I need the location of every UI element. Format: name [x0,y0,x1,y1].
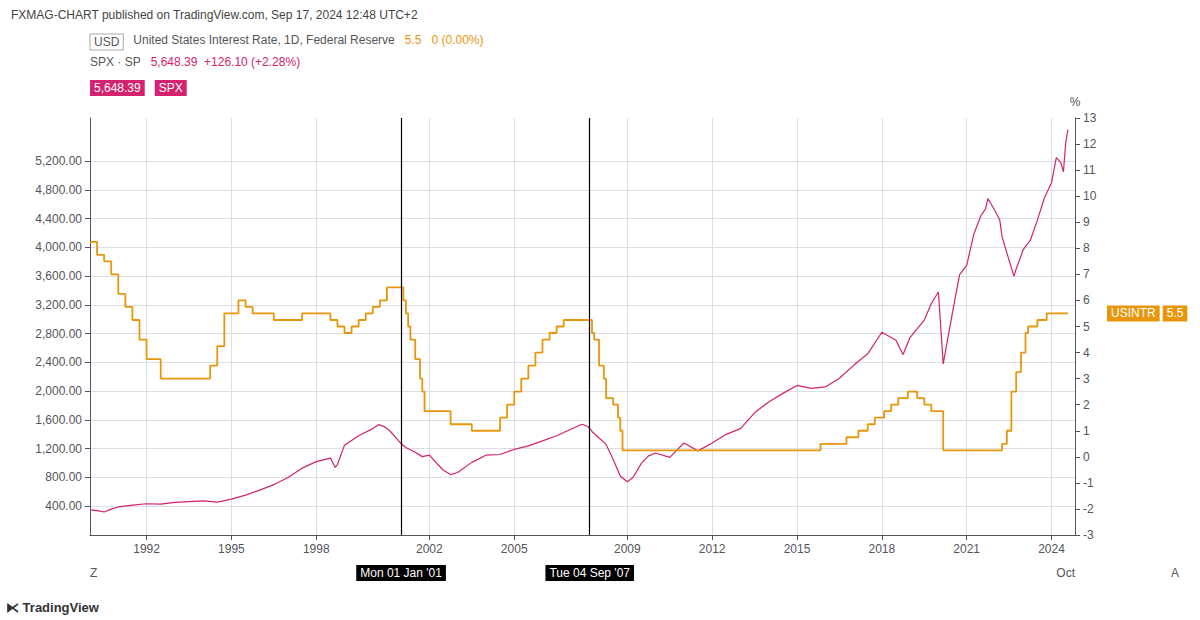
svg-text:2018: 2018 [868,542,895,556]
svg-text:800.00: 800.00 [45,470,82,484]
svg-text:2: 2 [1083,398,1090,412]
svg-text:2012: 2012 [699,542,726,556]
svg-text:3,600.00: 3,600.00 [35,269,82,283]
svg-text:Tue 04 Sep '07: Tue 04 Sep '07 [549,566,630,580]
svg-text:13: 13 [1083,111,1097,125]
svg-text:1,600.00: 1,600.00 [35,413,82,427]
svg-text:1992: 1992 [133,542,160,556]
svg-text:Mon 01 Jan '01: Mon 01 Jan '01 [360,566,442,580]
svg-text:2,400.00: 2,400.00 [35,355,82,369]
svg-text:1995: 1995 [218,542,245,556]
svg-text:United States Interest Rate, 1: United States Interest Rate, 1D, Federal… [133,33,395,47]
svg-text:4,400.00: 4,400.00 [35,212,82,226]
svg-text:-3: -3 [1083,528,1094,542]
svg-text:5,200.00: 5,200.00 [35,154,82,168]
svg-text:5,648.39 +126.10 (+2.28%): 5,648.39 +126.10 (+2.28%) [151,55,300,69]
svg-text:6: 6 [1083,293,1090,307]
svg-text:-1: -1 [1083,476,1094,490]
svg-text:Z: Z [90,566,97,580]
svg-text:2,000.00: 2,000.00 [35,384,82,398]
svg-text:A: A [1171,566,1179,580]
svg-text:1: 1 [1083,424,1090,438]
svg-text:4,000.00: 4,000.00 [35,240,82,254]
svg-text:3: 3 [1083,372,1090,386]
svg-text:2002: 2002 [416,542,443,556]
svg-text:2009: 2009 [614,542,641,556]
svg-text:400.00: 400.00 [45,499,82,513]
svg-text:2024: 2024 [1038,542,1065,556]
svg-text:2015: 2015 [784,542,811,556]
svg-text:0 (0.00%): 0 (0.00%) [431,33,483,47]
svg-text:5: 5 [1083,320,1090,334]
svg-text:2005: 2005 [501,542,528,556]
svg-text:1,200.00: 1,200.00 [35,442,82,456]
svg-text:USINTR: USINTR [1111,306,1156,320]
svg-text:5.5: 5.5 [405,33,422,47]
svg-text:SPX: SPX [159,81,183,95]
svg-text:9: 9 [1083,215,1090,229]
svg-text:-2: -2 [1083,502,1094,516]
svg-text:USD: USD [94,35,120,49]
svg-text:1998: 1998 [303,542,330,556]
svg-text:8: 8 [1083,241,1090,255]
svg-text:5.5: 5.5 [1167,306,1184,320]
svg-text:3,200.00: 3,200.00 [35,298,82,312]
svg-text:5,648.39: 5,648.39 [94,81,141,95]
svg-text:Oct: Oct [1056,566,1075,580]
svg-text:2021: 2021 [953,542,980,556]
svg-text:0: 0 [1083,450,1090,464]
svg-text:SPX · SP: SPX · SP [90,55,141,69]
svg-text:4: 4 [1083,346,1090,360]
svg-text:FXMAG-CHART published on Tradi: FXMAG-CHART published on TradingView.com… [11,8,418,22]
svg-text:%: % [1070,95,1081,109]
svg-text:10: 10 [1083,189,1097,203]
svg-text:4,800.00: 4,800.00 [35,183,82,197]
svg-text:⧔ TradingView: ⧔ TradingView [6,600,100,615]
svg-text:12: 12 [1083,137,1097,151]
svg-text:2,800.00: 2,800.00 [35,327,82,341]
svg-text:7: 7 [1083,267,1090,281]
svg-text:11: 11 [1083,163,1096,177]
